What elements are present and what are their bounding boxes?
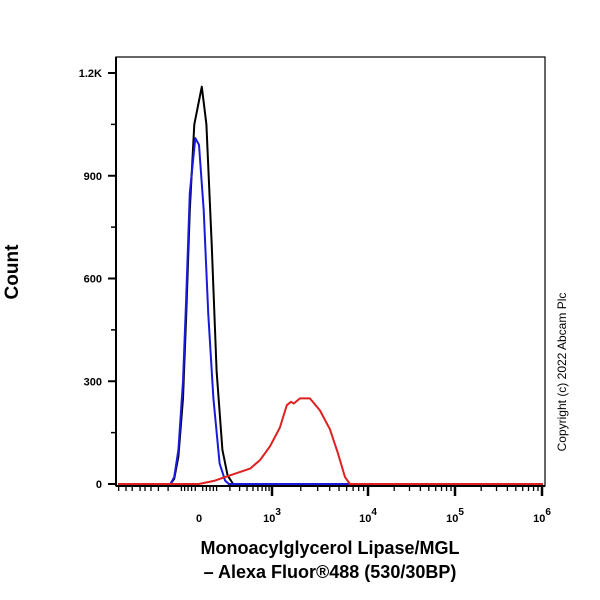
x-tick-label: 0: [196, 513, 202, 525]
x-tick-label: 106: [533, 507, 551, 525]
isotype-histogram-blue: [118, 137, 543, 485]
mgl-histogram-red: [118, 397, 543, 485]
y-tick-label: 0: [96, 479, 102, 491]
x-tick-label: 104: [359, 507, 377, 525]
x-axis-label-line1: Monoacylglycerol Lipase/MGL: [200, 538, 460, 558]
y-tick-label: 600: [84, 274, 102, 286]
x-tick-label: 103: [263, 507, 281, 525]
x-tick-label: 105: [446, 507, 464, 525]
y-tick-label: 1.2K: [79, 68, 102, 80]
control-histogram-black: [118, 85, 543, 485]
y-tick-label: 300: [84, 376, 102, 388]
copyright-watermark: Copyright (c) 2022 Abcam Plc: [555, 293, 569, 452]
y-axis-label: Count: [2, 244, 23, 300]
x-axis-label-line2: – Alexa Fluor®488 (530/30BP): [203, 562, 457, 582]
y-tick-label: 900: [84, 171, 102, 183]
